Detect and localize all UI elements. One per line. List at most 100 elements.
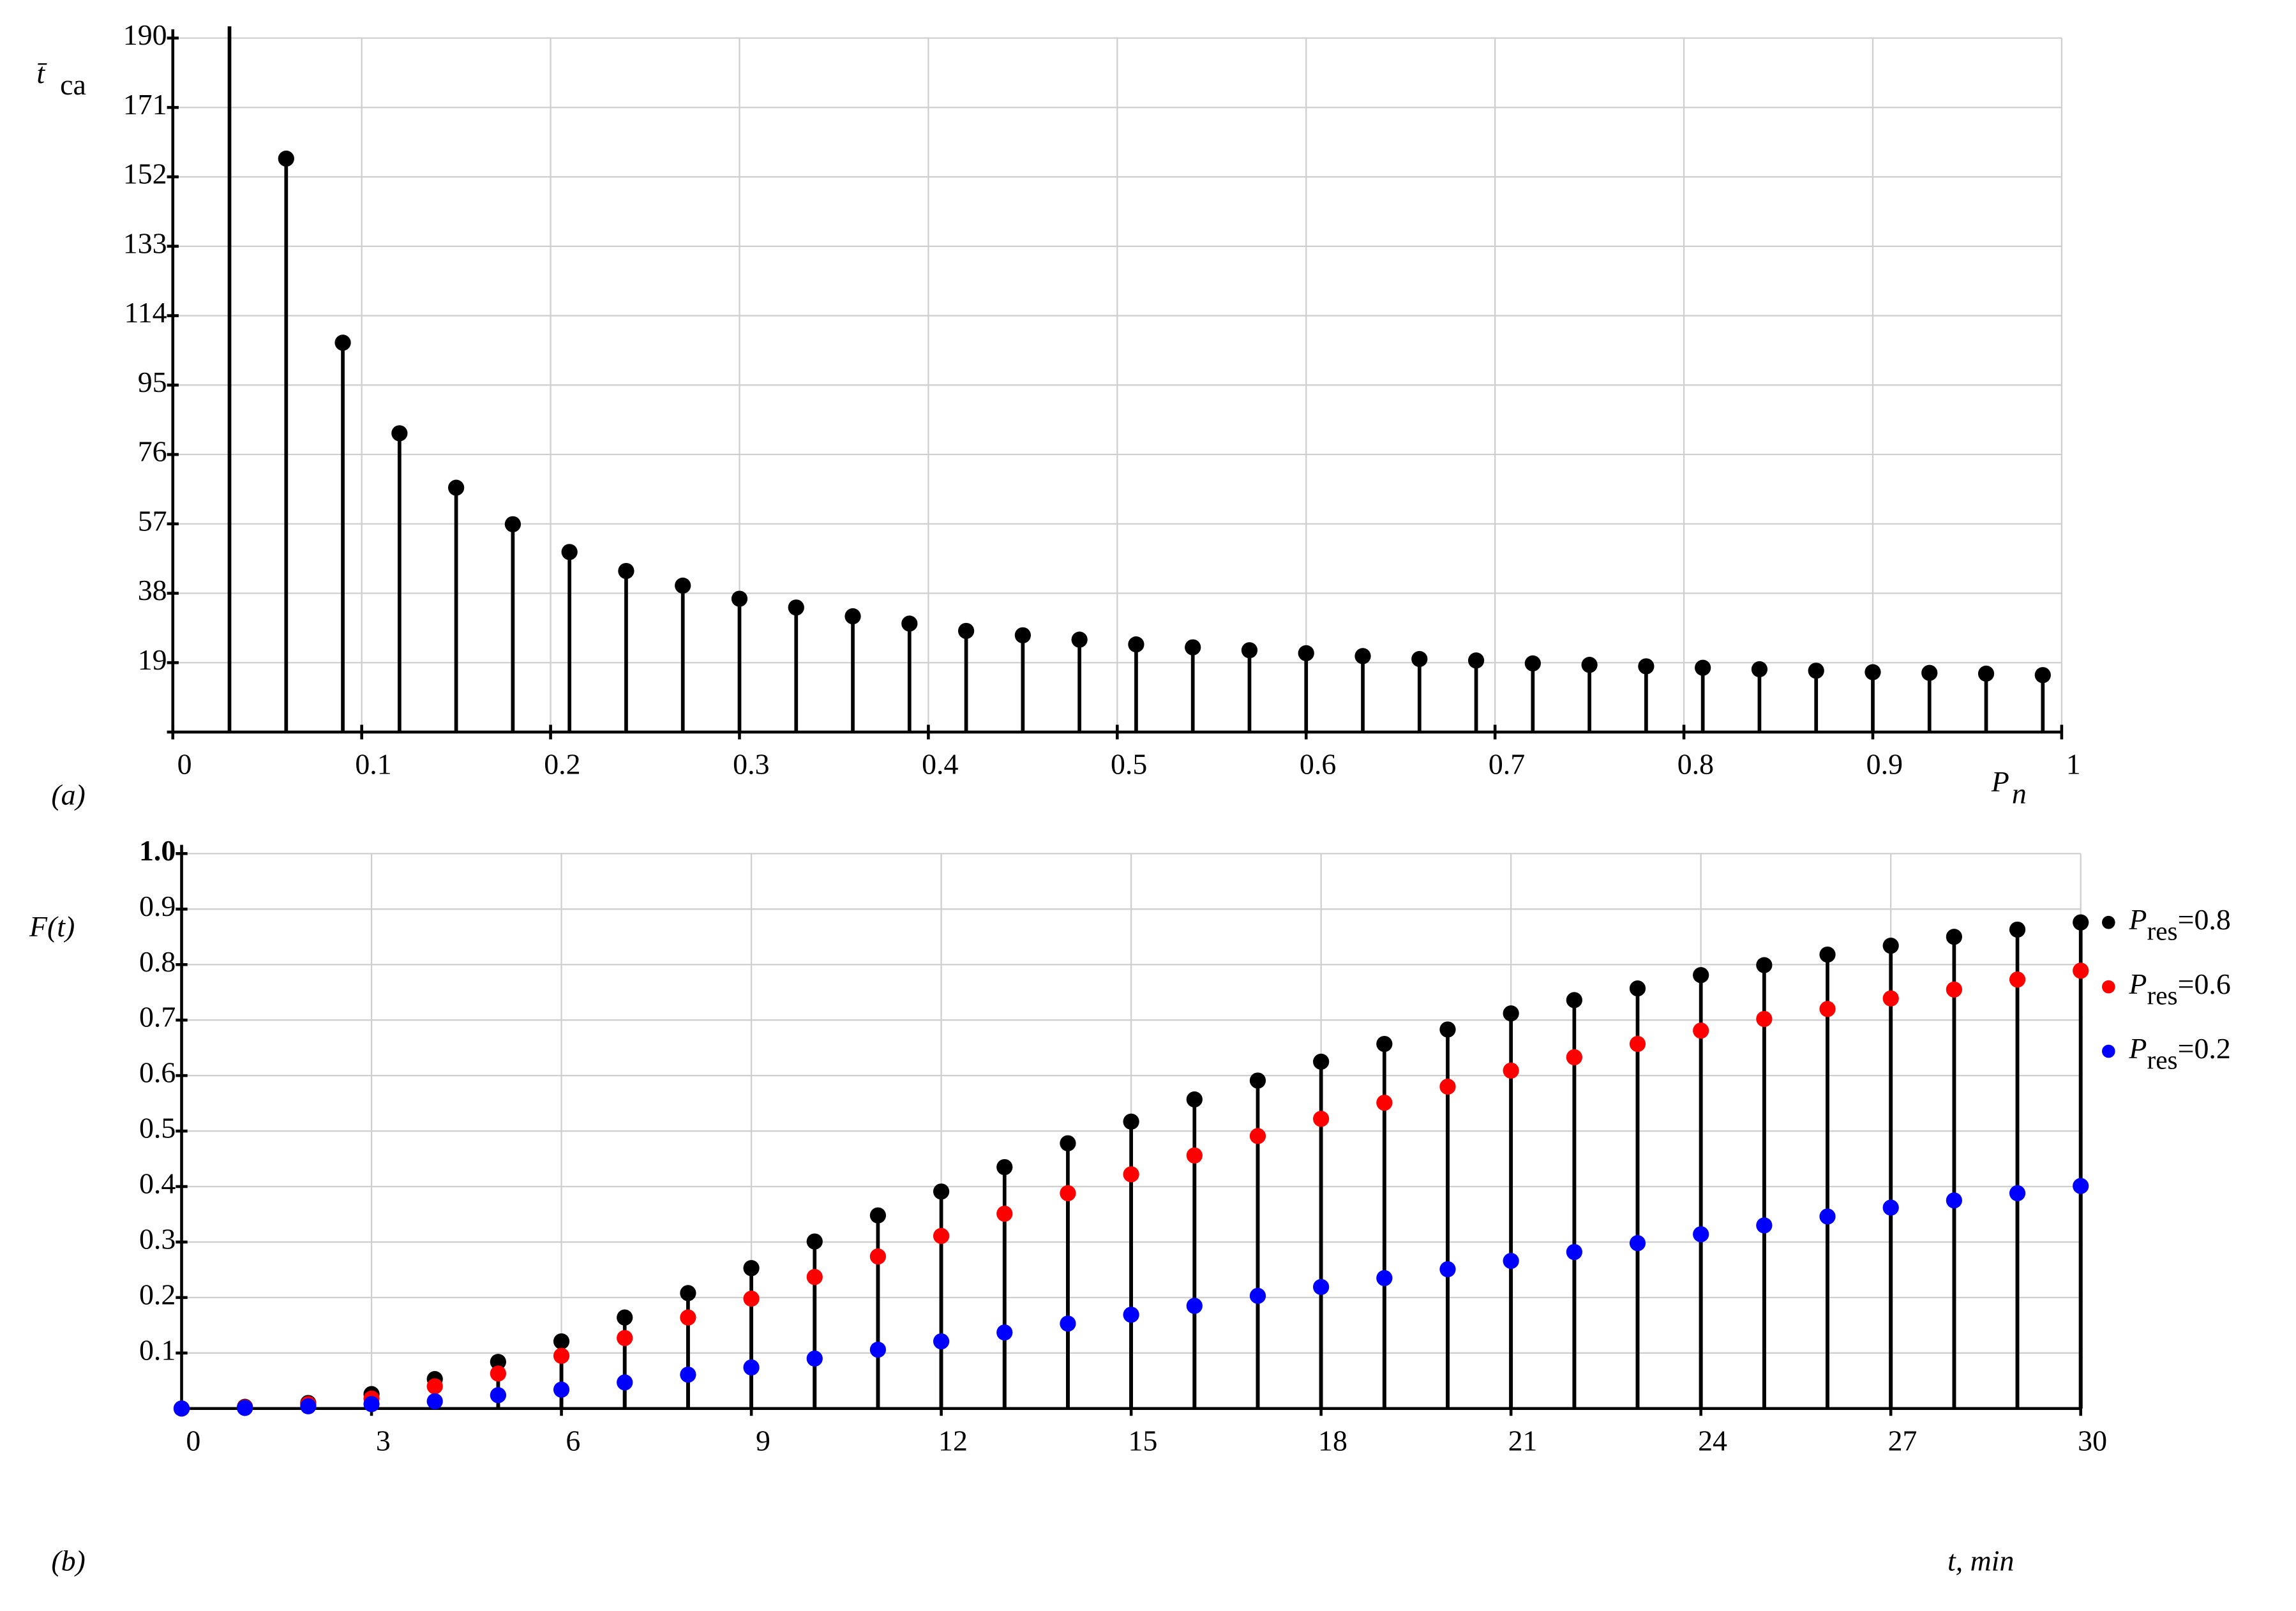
legend-label-part: =0.2 — [2178, 1032, 2231, 1065]
panel-label: (a) — [51, 779, 85, 811]
point — [1756, 1217, 1773, 1234]
x-tick-label: 0.4 — [922, 748, 958, 781]
point — [1123, 1113, 1139, 1130]
x-tick-label: 15 — [1129, 1424, 1158, 1457]
point — [553, 1381, 570, 1398]
y-axis-label-sub: ca — [60, 68, 86, 101]
point — [1014, 627, 1031, 643]
point — [901, 615, 918, 632]
point — [996, 1205, 1013, 1222]
point — [553, 1333, 570, 1350]
point — [957, 622, 975, 640]
point — [2034, 667, 2051, 684]
point — [334, 334, 351, 351]
point — [1865, 664, 1881, 680]
point — [1629, 1035, 1646, 1053]
y-tick-label: 0.3 — [139, 1222, 176, 1255]
legend-label-part: =0.8 — [2178, 903, 2231, 936]
point — [2009, 971, 2026, 988]
y-tick-label: 0.8 — [139, 945, 176, 978]
point — [1882, 990, 1899, 1007]
point — [743, 1290, 760, 1307]
point — [1439, 1078, 1456, 1095]
subplot: 19 38 57 76 95 114 133 152 171 190 0 0.1 0.2 0.3 0.4 0.… — [36, 19, 2081, 811]
legend-label-part: P — [2128, 1032, 2147, 1065]
x-tick-label: 0.1 — [355, 748, 391, 781]
x-tick-label: 30 — [2078, 1424, 2107, 1457]
x-tick-label: 0.7 — [1489, 748, 1525, 781]
point — [553, 1347, 570, 1364]
point — [1060, 1135, 1076, 1151]
point — [806, 1350, 823, 1367]
y-tick-label: 0.2 — [139, 1278, 176, 1310]
legend-label: Pres=0.2 — [2128, 1032, 2230, 1075]
legend-label-part: P — [2128, 903, 2147, 936]
point — [1921, 664, 1938, 681]
point — [1946, 1192, 1962, 1209]
point — [844, 608, 861, 625]
point — [806, 1269, 823, 1285]
point — [1313, 1278, 1330, 1295]
point — [1751, 661, 1768, 678]
point — [1123, 1307, 1139, 1323]
x-tick-label: 0 — [186, 1424, 200, 1457]
legend-label-part: =0.6 — [2178, 968, 2231, 1000]
point — [1298, 645, 1314, 661]
point — [731, 590, 748, 607]
point — [996, 1324, 1013, 1341]
legend-label-part: P — [2128, 968, 2147, 1000]
point — [996, 1158, 1013, 1176]
point — [1946, 929, 1962, 945]
y-axis-label: F(t) — [29, 910, 75, 943]
point — [278, 150, 294, 167]
y-tick-label: 0.5 — [139, 1112, 176, 1144]
y-tick-label: 0.4 — [139, 1167, 176, 1200]
point — [1376, 1035, 1393, 1053]
y-tick-label: 0.7 — [139, 1001, 176, 1033]
point — [1756, 1010, 1773, 1028]
point — [1524, 655, 1541, 671]
x-tick-label: 0.6 — [1300, 748, 1336, 781]
point — [490, 1354, 506, 1370]
x-tick-label: 1 — [2066, 748, 2081, 781]
point — [1882, 938, 1899, 954]
point — [1376, 1270, 1393, 1287]
point — [743, 1359, 760, 1376]
point — [1060, 1315, 1076, 1332]
y-tick-label: 171 — [123, 88, 167, 121]
point — [618, 562, 634, 580]
point — [1693, 967, 1709, 984]
point — [1249, 1287, 1266, 1304]
plot-area — [227, 26, 2051, 732]
x-tick-label: 21 — [1508, 1424, 1538, 1457]
point — [806, 1233, 823, 1250]
point — [680, 1285, 696, 1301]
point — [173, 1400, 190, 1417]
point — [1467, 652, 1485, 669]
x-tick-label: 6 — [566, 1424, 580, 1457]
legend-label-part: res — [2147, 1045, 2177, 1075]
point — [617, 1330, 633, 1346]
legend-label: Pres=0.8 — [2128, 903, 2230, 946]
point — [1185, 639, 1201, 656]
point — [490, 1387, 506, 1404]
legend-label: Pres=0.6 — [2128, 968, 2230, 1010]
subplot: 0.1 0.2 0.3 0.4 0.5 0.6 0.7 0.8 0.9 1.0 0 3 6 9 12 15 18… — [29, 834, 2231, 1577]
point — [680, 1309, 696, 1326]
point — [1060, 1185, 1076, 1202]
y-tick-label: 152 — [123, 158, 167, 190]
point — [561, 544, 578, 560]
x-tick-label: 0.9 — [1866, 748, 1903, 781]
point — [1128, 636, 1144, 653]
y-tick-label: 0.1 — [139, 1333, 176, 1366]
point — [300, 1398, 317, 1414]
point — [869, 1207, 887, 1224]
x-axis-label-sub: n — [2012, 777, 2027, 809]
point — [1186, 1298, 1203, 1314]
point — [1186, 1091, 1203, 1108]
point — [1241, 642, 1258, 659]
point — [391, 425, 408, 442]
point — [1354, 648, 1371, 664]
point — [1313, 1111, 1330, 1127]
x-tick-label: 0 — [177, 748, 192, 781]
